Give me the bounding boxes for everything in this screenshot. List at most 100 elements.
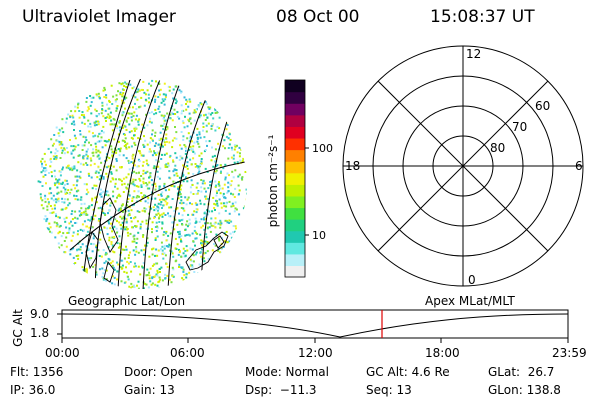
emission-pixel (85, 212, 88, 215)
emission-pixel (133, 86, 136, 89)
emission-pixel (181, 277, 184, 280)
emission-pixel (119, 129, 122, 132)
emission-pixel (232, 231, 235, 234)
emission-pixel (86, 188, 89, 191)
emission-pixel (53, 134, 56, 136)
emission-pixel (171, 146, 174, 149)
emission-pixel (168, 170, 171, 173)
emission-pixel (81, 121, 84, 124)
emission-pixel (183, 209, 186, 212)
emission-pixel (137, 137, 140, 140)
emission-pixel (216, 164, 219, 166)
emission-pixel (192, 145, 195, 148)
emission-pixel (148, 148, 151, 151)
emission-pixel (100, 130, 103, 132)
emission-pixel (161, 98, 164, 101)
emission-pixel (129, 261, 132, 263)
emission-pixel (230, 146, 233, 149)
emission-pixel (171, 226, 174, 229)
emission-pixel (178, 230, 181, 233)
emission-pixel (138, 195, 140, 198)
emission-pixel (60, 235, 63, 238)
emission-pixel (217, 249, 220, 252)
emission-pixel (63, 201, 66, 204)
emission-pixel (179, 144, 182, 147)
emission-pixel (48, 192, 51, 195)
emission-pixel (97, 207, 100, 210)
emission-pixel (192, 193, 195, 195)
emission-pixel (122, 177, 125, 180)
emission-pixel (230, 205, 233, 208)
emission-pixel (37, 180, 40, 183)
emission-pixel (83, 213, 86, 216)
emission-pixel (197, 272, 200, 275)
emission-pixel (199, 102, 202, 104)
emission-pixel (88, 226, 91, 229)
emission-pixel (120, 217, 123, 220)
emission-pixel (141, 266, 144, 269)
emission-pixel (186, 249, 189, 252)
emission-pixel (53, 221, 56, 224)
emission-pixel (61, 208, 64, 211)
emission-pixel (222, 145, 225, 148)
emission-pixel (130, 116, 133, 119)
emission-pixel (146, 241, 149, 244)
emission-pixel (172, 275, 175, 278)
emission-pixel (61, 197, 64, 200)
emission-pixel (61, 183, 64, 185)
emission-pixel (154, 188, 157, 191)
emission-pixel (228, 133, 231, 136)
emission-pixel (144, 200, 147, 203)
emission-pixel (56, 139, 59, 142)
emission-pixel (187, 233, 190, 236)
emission-pixel (196, 137, 199, 140)
emission-pixel (184, 250, 187, 252)
emission-pixel (122, 154, 125, 157)
emission-pixel (192, 254, 195, 257)
emission-pixel (129, 161, 132, 164)
emission-pixel (223, 139, 226, 142)
emission-pixel (71, 224, 74, 227)
emission-pixel (154, 237, 157, 240)
emission-pixel (70, 239, 73, 242)
emission-pixel (79, 228, 82, 231)
emission-pixel (188, 140, 191, 143)
emission-pixel (137, 265, 140, 268)
emission-pixel (136, 210, 139, 213)
emission-pixel (220, 202, 223, 205)
emission-pixel (85, 271, 88, 274)
door-status: Door: Open (124, 365, 193, 379)
emission-pixel (180, 202, 183, 205)
emission-pixel (144, 139, 147, 142)
emission-pixel (142, 180, 145, 183)
emission-pixel (127, 262, 130, 265)
emission-pixel (217, 237, 220, 240)
emission-pixel (130, 130, 133, 133)
emission-pixel (133, 184, 136, 187)
emission-pixel (214, 217, 217, 220)
emission-pixel (119, 120, 121, 123)
emission-pixel (154, 239, 157, 241)
emission-pixel (114, 182, 117, 185)
emission-pixel (156, 175, 159, 178)
emission-pixel (110, 171, 113, 174)
emission-pixel (126, 201, 129, 203)
colorbar-band (285, 184, 305, 197)
emission-pixel (49, 212, 52, 214)
emission-pixel (130, 270, 133, 273)
emission-pixel (54, 198, 57, 201)
emission-pixel (161, 207, 163, 209)
emission-pixel (49, 165, 52, 168)
polar-plot (342, 45, 584, 287)
emission-pixel (197, 104, 200, 107)
emission-pixel (199, 136, 202, 139)
emission-pixel (118, 121, 121, 124)
emission-pixel (47, 201, 50, 204)
emission-pixel (185, 98, 188, 101)
emission-pixel (133, 127, 136, 130)
emission-pixel (191, 148, 194, 151)
emission-pixel (121, 139, 124, 142)
emission-pixel (131, 200, 134, 202)
emission-pixel (119, 91, 122, 94)
emission-pixel (115, 227, 118, 230)
